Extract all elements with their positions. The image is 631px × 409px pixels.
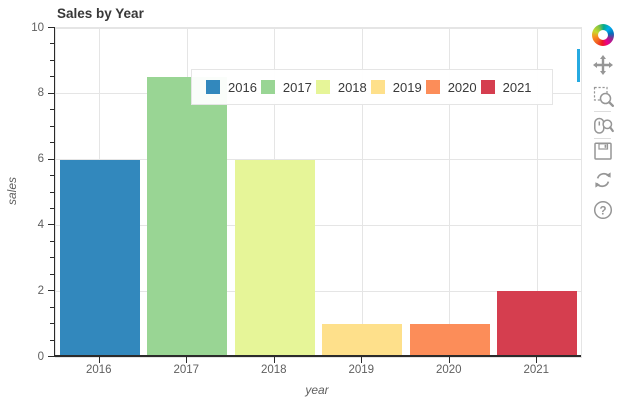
y-axis-label: sales <box>5 177 19 206</box>
help-tool-button[interactable]: ? <box>589 196 617 224</box>
toolbar-divider <box>594 137 611 139</box>
wheel-zoom-icon <box>592 114 614 136</box>
bar-2016 <box>59 159 140 357</box>
legend-item-label: 2016 <box>228 79 257 95</box>
x-axis-label: year <box>305 383 329 397</box>
chart-title: Sales by Year <box>57 6 144 21</box>
legend-item: 2018 <box>315 79 367 95</box>
y-major-tick <box>48 356 55 357</box>
plot-toolbar: ? <box>575 20 631 250</box>
plot-area: 2016 2017 2018 2019 2020 2021 <box>55 27 582 358</box>
legend: 2016 2017 2018 2019 2020 2021 <box>191 69 553 105</box>
legend-item-label: 2021 <box>502 79 532 95</box>
y-minor-tick <box>50 109 55 111</box>
x-major-tick <box>536 357 538 363</box>
bar-2018 <box>234 159 315 357</box>
box-zoom-tool-button[interactable] <box>589 82 617 110</box>
x-tick-label: 2018 <box>260 364 287 376</box>
pan-tool-button[interactable] <box>589 51 617 79</box>
y-tick-label: 0 <box>37 350 44 363</box>
legend-swatch-2020 <box>425 80 440 94</box>
y-tick-label: 8 <box>37 87 44 100</box>
bar-2019 <box>322 324 403 357</box>
y-minor-tick <box>50 59 55 61</box>
legend-swatch-2021 <box>480 80 495 94</box>
y-tick-label: 2 <box>37 284 44 297</box>
x-axis-line <box>54 355 581 357</box>
y-tick-label: 6 <box>37 153 44 166</box>
x-major-tick <box>361 357 363 363</box>
y-minor-tick <box>50 142 55 144</box>
bar-2021 <box>497 291 578 357</box>
y-major-tick <box>48 224 55 226</box>
legend-swatch-2019 <box>370 80 385 94</box>
x-gridline <box>536 28 538 357</box>
y-minor-tick <box>50 191 55 193</box>
x-tick-label: 2016 <box>85 364 112 376</box>
legend-item: 2017 <box>260 79 312 95</box>
x-tick-label: 2021 <box>523 364 550 376</box>
y-gridline <box>56 159 581 161</box>
y-minor-tick <box>50 323 55 325</box>
legend-swatch-2017 <box>260 80 275 94</box>
legend-item: 2020 <box>425 79 477 95</box>
legend-item-label: 2020 <box>447 79 477 95</box>
y-tick-label: 10 <box>31 21 44 34</box>
legend-swatch-2016 <box>206 80 220 94</box>
legend-item-label: 2017 <box>282 79 312 95</box>
box-zoom-icon <box>592 85 614 107</box>
reset-icon <box>592 169 614 191</box>
y-major-tick <box>48 27 55 28</box>
y-gridline <box>56 224 581 226</box>
toolbar-divider <box>594 110 611 112</box>
y-minor-tick <box>50 175 55 177</box>
reset-tool-button[interactable] <box>589 166 617 194</box>
x-tick-label: 2019 <box>348 364 375 376</box>
y-minor-tick <box>50 257 55 259</box>
bar-2017 <box>147 77 228 357</box>
legend-item: 2016 <box>206 80 257 95</box>
legend-swatch-2018 <box>315 80 330 94</box>
y-gridline <box>56 27 581 29</box>
y-gridline <box>56 290 581 292</box>
y-major-tick <box>48 92 55 94</box>
y-minor-tick <box>50 43 55 45</box>
x-gridline <box>449 28 451 357</box>
bar-2020 <box>409 324 490 357</box>
wheel-zoom-tool-button[interactable] <box>589 111 617 139</box>
y-minor-tick <box>50 240 55 242</box>
legend-item: 2019 <box>370 79 422 95</box>
x-tick-label: 2017 <box>173 364 200 376</box>
x-major-tick <box>186 357 188 363</box>
save-icon <box>592 140 614 162</box>
y-major-tick <box>48 158 55 160</box>
legend-item-label: 2018 <box>337 79 367 95</box>
x-major-tick <box>448 357 450 363</box>
help-icon: ? <box>592 199 614 221</box>
y-tick-label: 4 <box>37 218 44 231</box>
bokeh-logo-icon[interactable] <box>592 24 614 46</box>
legend-item-label: 2019 <box>392 79 422 95</box>
save-tool-button[interactable] <box>589 137 617 165</box>
y-minor-tick <box>50 76 55 78</box>
y-minor-tick <box>50 125 55 127</box>
x-gridline <box>361 28 363 357</box>
y-minor-tick <box>50 273 55 275</box>
x-tick-label: 2020 <box>435 364 462 376</box>
y-minor-tick <box>50 207 55 209</box>
pan-icon <box>592 54 614 76</box>
y-minor-tick <box>50 339 55 341</box>
active-tool-indicator <box>577 49 580 82</box>
x-major-tick <box>98 357 100 363</box>
x-major-tick <box>273 357 275 363</box>
legend-item: 2021 <box>480 79 532 95</box>
y-minor-tick <box>50 306 55 308</box>
y-major-tick <box>48 290 55 292</box>
svg-text:?: ? <box>599 205 606 217</box>
